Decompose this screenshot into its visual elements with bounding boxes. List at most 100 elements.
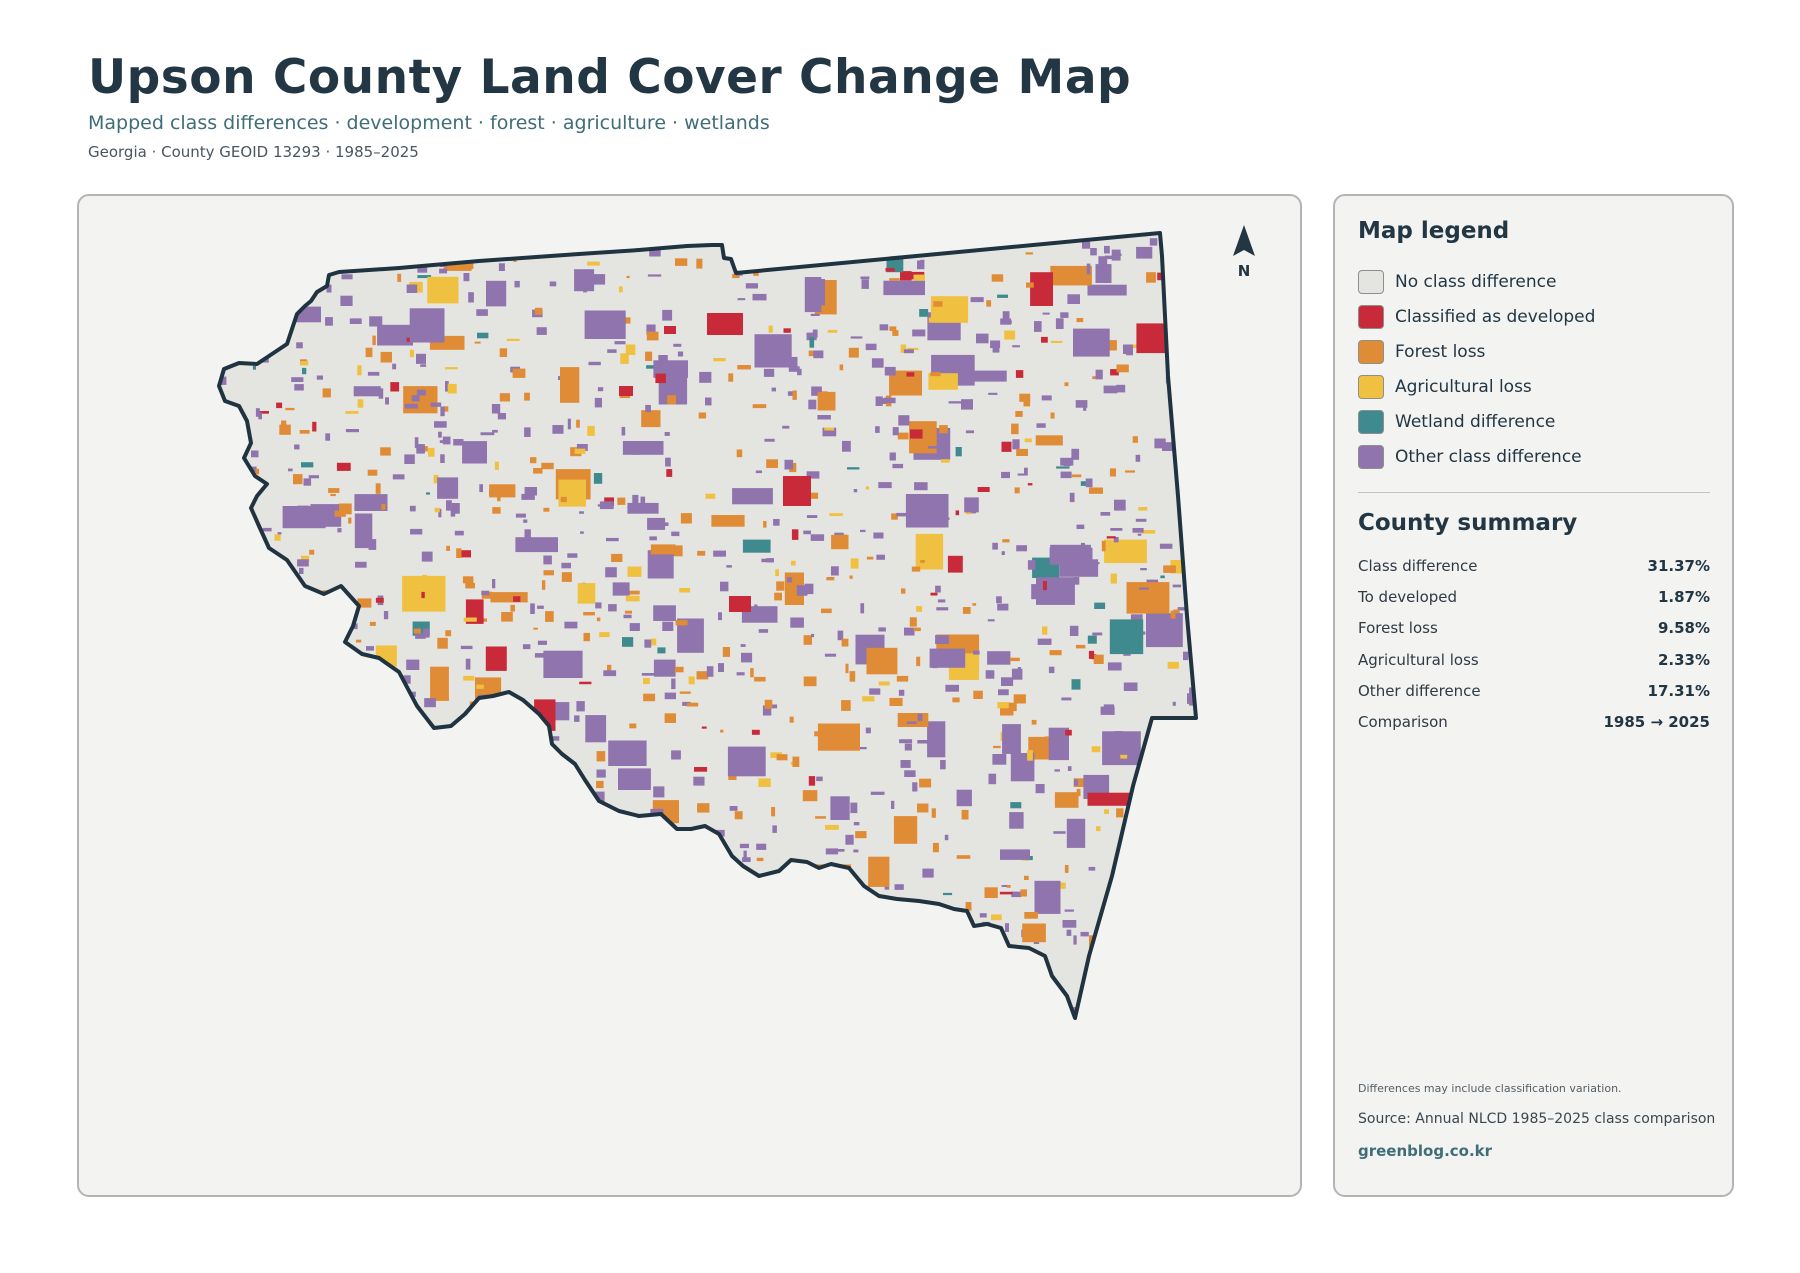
- change-patch: [1048, 727, 1069, 761]
- legend-item: Forest loss: [1358, 334, 1595, 369]
- change-patch: [1102, 731, 1141, 766]
- change-patch: [1110, 573, 1117, 584]
- change-patch: [451, 988, 461, 993]
- change-patch: [962, 939, 970, 946]
- change-patch: [900, 344, 907, 353]
- change-patch: [1014, 487, 1020, 494]
- change-patch: [933, 330, 944, 339]
- change-patch: [1050, 340, 1063, 343]
- change-patch: [495, 910, 505, 918]
- change-patch: [726, 927, 735, 935]
- county-map[interactable]: [79, 196, 1302, 1197]
- change-patch: [295, 938, 303, 942]
- change-patch: [603, 670, 617, 677]
- change-patch: [1185, 519, 1194, 523]
- change-patch: [448, 735, 455, 744]
- change-patch: [866, 972, 880, 981]
- change-patch: [768, 922, 781, 928]
- change-patch: [1188, 356, 1194, 362]
- change-patch: [1125, 470, 1135, 473]
- change-patch: [824, 242, 835, 251]
- change-patch: [576, 419, 580, 428]
- change-patch: [1159, 543, 1173, 549]
- change-patch: [1025, 252, 1033, 255]
- change-patch: [847, 467, 860, 470]
- change-patch: [507, 899, 512, 905]
- change-patch: [1177, 607, 1186, 611]
- change-patch: [904, 973, 916, 983]
- change-patch: [345, 411, 359, 414]
- summary-value: 2.33%: [1657, 650, 1710, 669]
- change-patch: [956, 855, 971, 859]
- change-patch: [901, 588, 906, 594]
- change-patch: [1162, 442, 1176, 451]
- change-patch: [477, 332, 489, 339]
- change-patch: [274, 250, 306, 280]
- summary-value: 17.31%: [1647, 681, 1710, 700]
- change-patch: [970, 297, 984, 303]
- header: Upson County Land Cover Change Map Mappe…: [88, 48, 1131, 161]
- change-patch: [850, 558, 859, 569]
- summary-row: Class difference 31.37%: [1358, 550, 1710, 581]
- change-patch: [342, 715, 353, 725]
- change-patch: [583, 612, 595, 616]
- change-patch: [853, 849, 859, 853]
- change-patch: [620, 773, 629, 783]
- change-patch: [1001, 551, 1005, 555]
- legend-item: Wetland difference: [1358, 404, 1595, 439]
- change-patch: [1113, 537, 1119, 543]
- change-patch: [1027, 560, 1036, 570]
- change-patch: [464, 1024, 476, 1032]
- change-patch: [402, 907, 437, 934]
- change-patch: [629, 723, 637, 729]
- change-patch: [434, 690, 447, 693]
- change-patch: [621, 426, 626, 436]
- change-patch: [914, 482, 928, 491]
- change-patch: [688, 676, 695, 685]
- change-patch: [246, 991, 256, 1001]
- change-patch: [629, 623, 640, 631]
- change-patch: [521, 493, 535, 500]
- legend-item: Agricultural loss: [1358, 369, 1595, 404]
- change-patch: [568, 865, 575, 869]
- change-patch: [1129, 344, 1142, 348]
- change-patch: [388, 261, 401, 265]
- change-patch: [477, 795, 518, 816]
- change-patch: [1024, 438, 1032, 443]
- change-patch: [824, 653, 837, 657]
- map-panel[interactable]: [77, 194, 1302, 1197]
- change-patch: [832, 237, 852, 250]
- change-patch: [1075, 400, 1088, 408]
- change-patch: [499, 871, 508, 881]
- change-patch: [1154, 978, 1163, 985]
- change-patch: [1149, 842, 1153, 850]
- change-patch: [314, 839, 322, 847]
- change-patch: [1158, 933, 1166, 941]
- change-patch: [476, 309, 488, 316]
- change-patch: [281, 420, 287, 431]
- change-patch: [485, 984, 510, 1011]
- change-patch: [639, 963, 652, 968]
- change-patch: [962, 607, 971, 614]
- change-patch: [1102, 984, 1114, 990]
- site-link[interactable]: greenblog.co.kr: [1358, 1142, 1493, 1160]
- change-patch: [756, 843, 767, 850]
- change-patch: [817, 415, 831, 420]
- change-patch: [492, 942, 500, 947]
- change-patch: [932, 842, 939, 853]
- summary-label: Agricultural loss: [1358, 650, 1479, 669]
- change-patch: [330, 652, 340, 656]
- change-patch: [596, 780, 604, 789]
- change-patch: [635, 977, 648, 985]
- change-patch: [1142, 1003, 1146, 1010]
- change-patch: [337, 254, 346, 264]
- change-patch: [425, 860, 468, 893]
- change-patch: [916, 606, 923, 612]
- change-patch: [809, 337, 815, 348]
- change-patch: [1060, 471, 1072, 479]
- change-patch: [656, 826, 667, 831]
- change-patch: [464, 879, 473, 891]
- change-patch: [543, 555, 552, 565]
- change-patch: [374, 758, 401, 782]
- change-patch: [1001, 677, 1014, 686]
